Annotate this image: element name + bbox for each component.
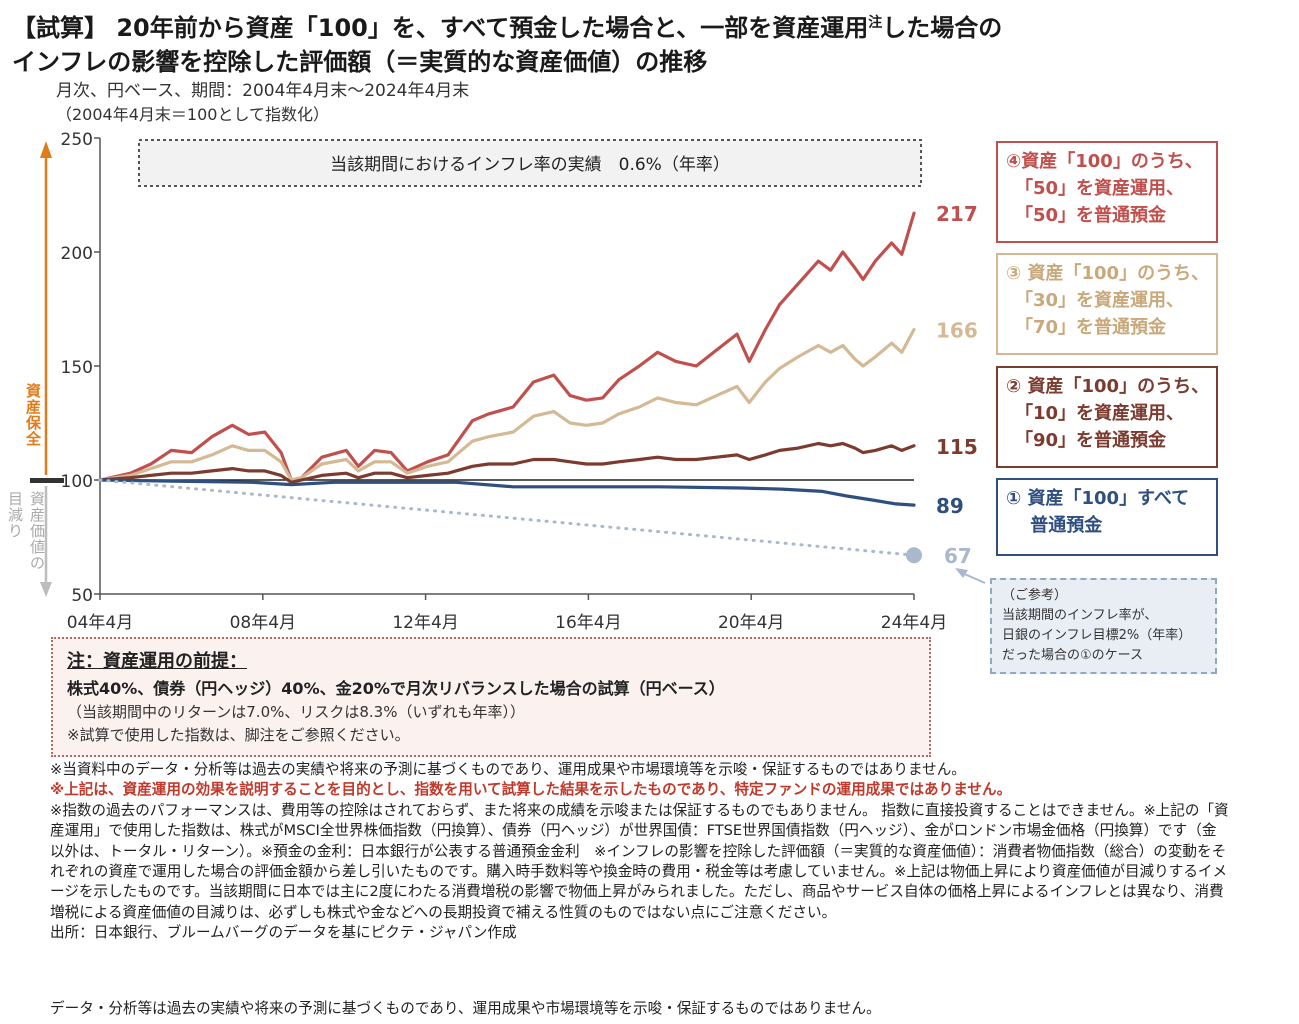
end-label-layer: 217 166 115 89 67 xyxy=(936,202,978,568)
legend-line: 普通預金 xyxy=(1006,515,1103,536)
baseline-marker xyxy=(30,478,64,483)
legend-line: 「50」を普通預金 xyxy=(1006,205,1167,226)
y-tick-label: 100 xyxy=(61,472,93,492)
y-tick-label: 250 xyxy=(61,130,93,150)
x-tick-label: 12年4月 xyxy=(392,613,458,633)
vertical-char: 保 xyxy=(25,414,42,432)
vertical-char: 産 xyxy=(30,506,45,524)
arrow-down-icon xyxy=(40,582,52,597)
vertical-char: 価 xyxy=(30,522,45,540)
series-end-point-ref xyxy=(906,547,922,564)
end-label-s4: 217 xyxy=(936,202,978,226)
vertical-char: 全 xyxy=(25,430,42,448)
assumption-note-box: 注：資産運用の前提： 株式40%、債券（円ヘッジ）40%、金20%で月次リバラン… xyxy=(51,637,931,757)
vertical-char: 資 xyxy=(26,382,41,400)
axis-layer: 250 200 150 100 50 04年4月 08年4月 12年4月 16年4月 20年4月 2… xyxy=(61,130,948,633)
axis-down-label1: 資産価値の xyxy=(30,490,45,572)
legend-line: ④資産「100」のうち、 xyxy=(1006,151,1203,172)
series-line-s3 xyxy=(98,327,916,482)
legend-series-3: ③ 資産「100」のうち、 「30」を資産運用、 「70」を普通預金 xyxy=(996,253,1218,355)
note-heading: 注：資産運用の前提： xyxy=(67,651,247,672)
end-label-ref: 67 xyxy=(944,544,972,568)
legend-series-2: ② 資産「100」のうち、 「10」を資産運用、 「90」を普通預金 xyxy=(996,366,1218,468)
axis-up-label: 資産保全 xyxy=(25,382,42,448)
series-line-ref xyxy=(98,478,916,557)
legend-line: ① 資産「100」すべて xyxy=(1006,488,1190,509)
subtitle-index-basis: （2004年4月末＝100として指数化） xyxy=(56,105,329,124)
vertical-char: 資 xyxy=(30,490,45,508)
series-line-s1 xyxy=(98,478,916,507)
note-allocation: 株式40%、債券（円ヘッジ）40%、金20%で月次リバランスした場合の試算（円ベ… xyxy=(67,679,725,698)
page-title-line2: インフレの影響を控除した評価額（＝実質的な資産価値）の推移 xyxy=(12,48,708,76)
reference-box: （ご参考） 当該期間のインフレ率が、 日銀のインフレ目標2%（年率） だった場合… xyxy=(990,578,1217,674)
reference-line: だった場合の①のケース xyxy=(1002,648,1144,663)
y-tick-label: 200 xyxy=(61,244,93,264)
subtitle-period: 月次、円ベース、期間：2004年4月末～2024年4月末 xyxy=(56,81,470,101)
x-tick-label: 20年4月 xyxy=(718,613,784,633)
vertical-char: の xyxy=(30,554,45,572)
legend-series-4: ④資産「100」のうち、 「50」を資産運用、 「50」を普通預金 xyxy=(996,141,1218,243)
legend-line: 「10」を資産運用、 xyxy=(1006,403,1185,424)
disclaimer-p2: ※上記は、資産運用の効果を説明することを目的とし、指数を用いて試算した結果を示し… xyxy=(50,781,1012,799)
reference-line: （ご参考） xyxy=(1002,588,1068,603)
legend-line: ② 資産「100」のうち、 xyxy=(1006,376,1210,397)
y-tick-label: 50 xyxy=(71,586,93,606)
vertical-char: 値 xyxy=(30,538,45,556)
footer-disclaimer: データ・分析等は過去の実績や将来の予測に基づくものであり、運用成果や市場環境等を… xyxy=(50,1000,881,1017)
x-tick-label: 16年4月 xyxy=(555,613,621,633)
end-label-s3: 166 xyxy=(936,319,978,343)
reference-line: 日銀のインフレ目標2%（年率） xyxy=(1002,628,1192,643)
page-title-line1: 【試算】 20年前から資産「100」を、すべて預金した場合と、一部を資産運用注し… xyxy=(12,14,1003,42)
source-text: 出所：日本銀行、ブルームバーグのデータを基にピクテ・ジャパン作成 xyxy=(50,924,517,942)
note-return-risk: （当該期間中のリターンは7.0%、リスクは8.3%（いずれも年率）） xyxy=(67,703,525,721)
legend-line: 「70」を普通預金 xyxy=(1006,317,1167,338)
legend-series-1: ① 資産「100」すべて 普通預金 xyxy=(996,478,1218,556)
vertical-char: り xyxy=(8,522,23,540)
x-tick-label: 04年4月 xyxy=(67,613,133,633)
series-line-s4 xyxy=(98,211,916,482)
inflation-note-box xyxy=(138,139,922,187)
disclaimer-p3: ※指数の過去のパフォーマンスは、費用等の控除はされておらず、また将来の成績を示唆… xyxy=(50,801,1229,921)
legend-line: 「30」を資産運用、 xyxy=(1006,290,1185,311)
inflation-note-text: 当該期間におけるインフレ率の実績 0.6%（年率） xyxy=(330,155,730,175)
legend-line: ③ 資産「100」のうち、 xyxy=(1006,263,1210,284)
x-tick-label: 08年4月 xyxy=(230,613,296,633)
line-chart: 250 200 150 100 50 04年4月 08年4月 12年4月 16年4月 20年4月 2… xyxy=(8,130,986,633)
y-tick-label: 150 xyxy=(61,358,93,378)
disclaimer-block: ※当資料中のデータ・分析等は過去の実績や将来の予測に基づくものであり、運用成果や… xyxy=(50,760,1230,944)
reference-pointer-arrow-icon xyxy=(955,568,968,578)
end-label-s1: 89 xyxy=(936,494,964,518)
vertical-char: 目 xyxy=(8,490,23,508)
series-layer xyxy=(98,211,922,564)
vertical-char: 産 xyxy=(26,398,41,416)
legend-line: 「50」を資産運用、 xyxy=(1006,178,1185,199)
reference-line: 当該期間のインフレ率が、 xyxy=(1002,608,1158,623)
note-index-reference: ※試算で使用した指数は、脚注をご参照ください。 xyxy=(67,726,410,744)
side-axis-annotations: 資産保全 資産価値の 目減り xyxy=(8,141,64,597)
axis-down-label2: 目減り xyxy=(8,490,23,540)
vertical-char: 減 xyxy=(8,506,23,524)
legend-line: 「90」を普通預金 xyxy=(1006,430,1167,451)
x-tick-label: 24年4月 xyxy=(881,613,947,633)
end-label-s2: 115 xyxy=(936,435,978,459)
series-line-s2 xyxy=(98,441,916,484)
arrow-up-icon xyxy=(40,141,52,158)
disclaimer-p1: ※当資料中のデータ・分析等は過去の実績や将来の予測に基づくものであり、運用成果や… xyxy=(50,761,966,778)
